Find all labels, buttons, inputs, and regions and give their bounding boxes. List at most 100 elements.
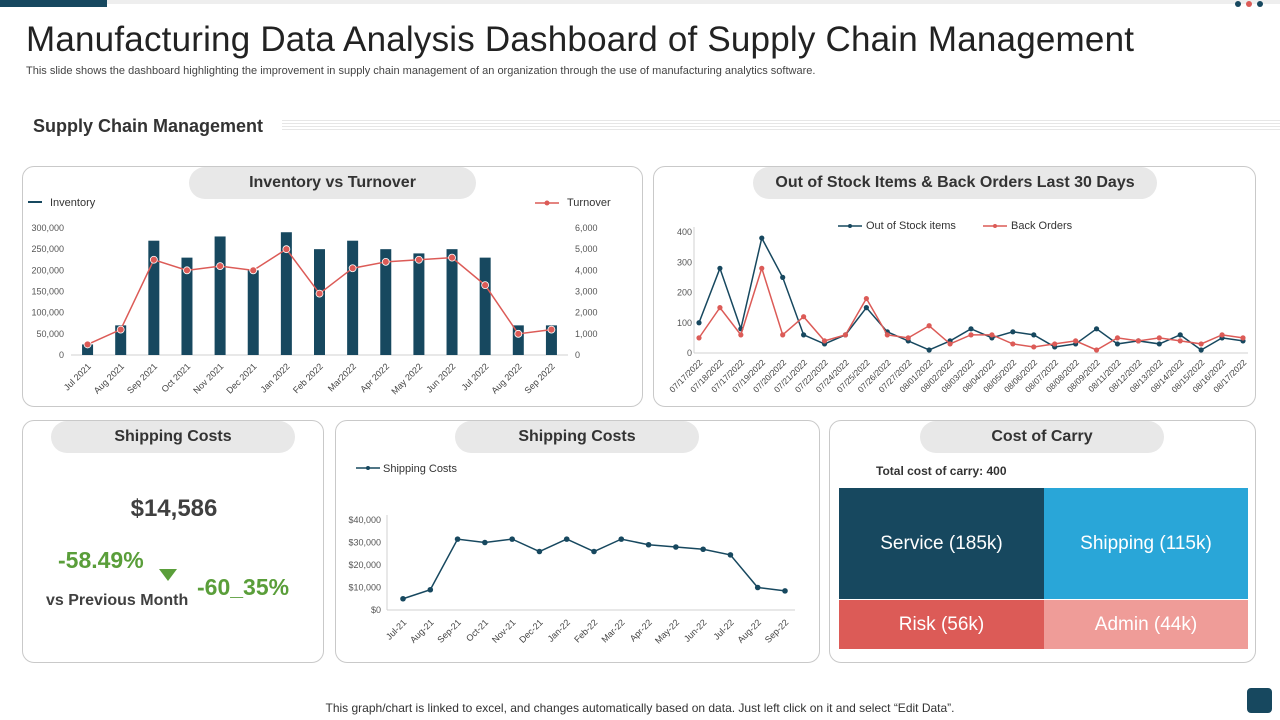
point-back-orders — [884, 332, 890, 338]
point-back-orders — [1219, 332, 1225, 338]
legend-back-orders-label: Back Orders — [1011, 220, 1073, 232]
y-tick-label: 0 — [687, 348, 692, 358]
bar-inventory — [181, 257, 193, 355]
point-shipping-costs — [454, 536, 461, 542]
point-turnover — [83, 340, 92, 349]
point-shipping-costs — [482, 539, 488, 546]
point-turnover — [315, 289, 324, 298]
point-back-orders — [696, 335, 702, 341]
page-subtitle: This slide shows the dashboard highlight… — [26, 65, 816, 77]
point-turnover — [448, 253, 456, 262]
point-back-orders — [1135, 338, 1141, 344]
point-back-orders — [1240, 335, 1246, 341]
legend-shipping-marker — [366, 466, 370, 470]
y-right-tick-label: 0 — [575, 350, 580, 360]
point-shipping-costs — [782, 588, 788, 594]
point-back-orders — [947, 341, 953, 347]
point-back-orders — [1010, 341, 1016, 347]
point-out-of-stock — [926, 347, 932, 353]
point-turnover — [149, 255, 158, 264]
point-turnover — [348, 264, 357, 273]
point-back-orders — [1177, 338, 1183, 344]
y-right-tick-label: 1,000 — [575, 329, 598, 339]
point-back-orders — [1198, 341, 1204, 347]
y-tick-label: $30,000 — [348, 538, 381, 548]
x-tick-label: Jun 2022 — [424, 361, 457, 394]
point-shipping-costs — [591, 548, 597, 555]
page-title: Manufacturing Data Analysis Dashboard of… — [26, 20, 1135, 59]
inventory-turnover-title: Inventory vs Turnover — [189, 167, 476, 199]
point-turnover — [481, 281, 490, 290]
y-tick-label: $10,000 — [348, 583, 381, 593]
corner-dot-red-icon — [1246, 1, 1252, 7]
corner-button[interactable] — [1247, 688, 1272, 713]
point-shipping-costs — [645, 541, 652, 548]
point-shipping-costs — [673, 544, 679, 550]
cost-of-carry-total: Total cost of carry: 400 — [876, 464, 1007, 478]
x-tick-label: Feb-22 — [572, 617, 599, 644]
point-turnover — [381, 257, 390, 266]
x-tick-label: Aug-21 — [408, 617, 436, 645]
out-of-stock-chart: Out of Stock items Back Orders 0 100 200 300 4… — [667, 220, 1248, 394]
x-tick-label: May 2022 — [389, 361, 424, 396]
bar-inventory — [115, 325, 127, 355]
point-out-of-stock — [1156, 341, 1162, 347]
x-tick-label: Sep 2022 — [523, 361, 557, 395]
y-right-tick-label: 6,000 — [575, 223, 598, 233]
point-back-orders — [1156, 335, 1162, 341]
legend-out-of-stock-label: Out of Stock items — [866, 220, 956, 232]
x-tick-label: Jan 2022 — [259, 361, 292, 394]
bar-inventory — [280, 232, 292, 355]
bar-inventory — [314, 249, 325, 355]
shipping-cost-value: $14,586 — [130, 495, 218, 522]
bar-inventory — [545, 325, 557, 355]
x-tick-label: Aug 2021 — [92, 361, 126, 395]
y-left-tick-label: 250,000 — [31, 244, 64, 254]
point-out-of-stock — [780, 274, 786, 280]
point-back-orders — [1093, 347, 1100, 353]
point-back-orders — [1114, 335, 1121, 341]
point-turnover — [116, 325, 125, 334]
treemap-tile-service: Service (185k) — [839, 488, 1044, 599]
point-out-of-stock — [863, 305, 869, 311]
corner-dot-navy-icon — [1235, 1, 1241, 7]
y-left-tick-label: 150,000 — [31, 287, 64, 297]
x-tick-label: Jun-22 — [682, 617, 709, 644]
x-tick-label: Jul-22 — [711, 617, 735, 641]
shipping-chart-panel — [335, 420, 820, 663]
point-out-of-stock — [1114, 341, 1121, 347]
line-shipping-costs — [402, 538, 786, 600]
y-tick-label: $40,000 — [348, 515, 381, 525]
point-out-of-stock — [1198, 347, 1204, 353]
point-back-orders — [801, 314, 807, 320]
bar-inventory — [247, 270, 259, 355]
cost-of-carry-title: Cost of Carry — [920, 421, 1164, 453]
shipping-kpi-panel — [22, 420, 324, 663]
shipping-change-percent: -58.49% — [58, 547, 144, 573]
legend-shipping-label: Shipping Costs — [383, 463, 457, 475]
point-out-of-stock — [801, 332, 807, 338]
x-tick-label: Sep-21 — [435, 617, 463, 645]
x-tick-label: Nov 2021 — [191, 361, 225, 395]
shipping-kpi-title: Shipping Costs — [51, 421, 295, 453]
shipping-chart-title: Shipping Costs — [455, 421, 699, 453]
x-tick-label: Jul 2022 — [459, 361, 490, 392]
point-out-of-stock — [717, 265, 723, 271]
top-bar — [0, 0, 1280, 4]
x-tick-label: Jan-22 — [546, 617, 573, 644]
x-tick-label: Apr-22 — [628, 617, 654, 643]
point-out-of-stock — [968, 326, 974, 332]
point-back-orders — [717, 305, 723, 311]
y-right-tick-label: 5,000 — [575, 244, 598, 254]
out-of-stock-title: Out of Stock Items & Back Orders Last 30… — [753, 167, 1157, 199]
x-tick-label: Aug-22 — [736, 617, 764, 645]
point-turnover — [183, 266, 191, 275]
point-out-of-stock — [1010, 329, 1016, 335]
point-shipping-costs — [563, 536, 570, 542]
x-tick-label: Feb 2022 — [291, 361, 325, 395]
x-tick-label: May-22 — [653, 617, 681, 645]
bar-inventory — [479, 257, 491, 355]
y-left-tick-label: 300,000 — [31, 223, 64, 233]
vs-previous-month-label: vs Previous Month — [46, 592, 189, 609]
point-shipping-costs — [727, 552, 734, 558]
